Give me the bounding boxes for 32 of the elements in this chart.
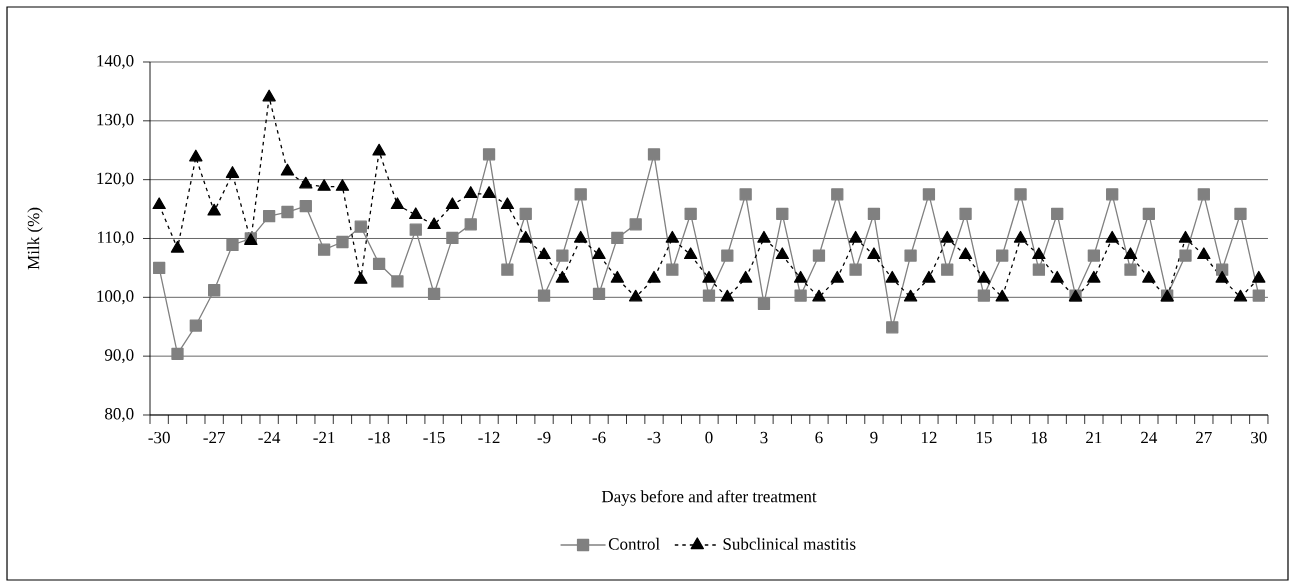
x-tick-label: 30 — [1251, 431, 1267, 444]
y-tick-label: 120,0 — [97, 172, 134, 187]
y-tick-label: 80,0 — [105, 408, 134, 422]
x-tick-label: 3 — [760, 431, 768, 444]
y-axis-title: Milk (%) — [27, 207, 43, 270]
x-tick-label: 12 — [921, 431, 937, 444]
x-tick-label: -21 — [313, 431, 335, 444]
x-tick-label: 9 — [870, 431, 878, 444]
y-tick-label: 140,0 — [97, 55, 134, 69]
x-tick-label: -12 — [478, 431, 500, 444]
x-tick-label: -30 — [148, 431, 170, 444]
y-tick-label: 110,0 — [98, 231, 134, 246]
y-tick-label: 130,0 — [97, 113, 134, 128]
x-tick-label: -27 — [203, 431, 225, 444]
legend-label: Subclinical mastitis — [723, 537, 856, 550]
x-tick-label: 24 — [1141, 431, 1158, 444]
x-tick-label: 0 — [705, 431, 713, 444]
x-tick-label: 21 — [1086, 431, 1102, 444]
y-tick-label: 90,0 — [104, 349, 134, 364]
x-axis-title: Days before and after treatment — [601, 490, 817, 506]
legend-label: Control — [608, 537, 660, 550]
x-tick-label: -6 — [592, 431, 606, 444]
x-tick-label: -9 — [537, 431, 551, 444]
x-tick-label: 18 — [1031, 431, 1047, 444]
x-tick-label: -24 — [258, 431, 281, 444]
x-tick-label: -18 — [368, 431, 390, 444]
x-tick-label: 27 — [1196, 431, 1212, 444]
x-tick-label: -15 — [423, 431, 445, 444]
x-tick-label: 6 — [815, 431, 823, 444]
x-tick-label: 15 — [976, 431, 992, 444]
x-tick-label: -3 — [647, 431, 661, 444]
y-tick-label: 100,0 — [97, 290, 134, 305]
